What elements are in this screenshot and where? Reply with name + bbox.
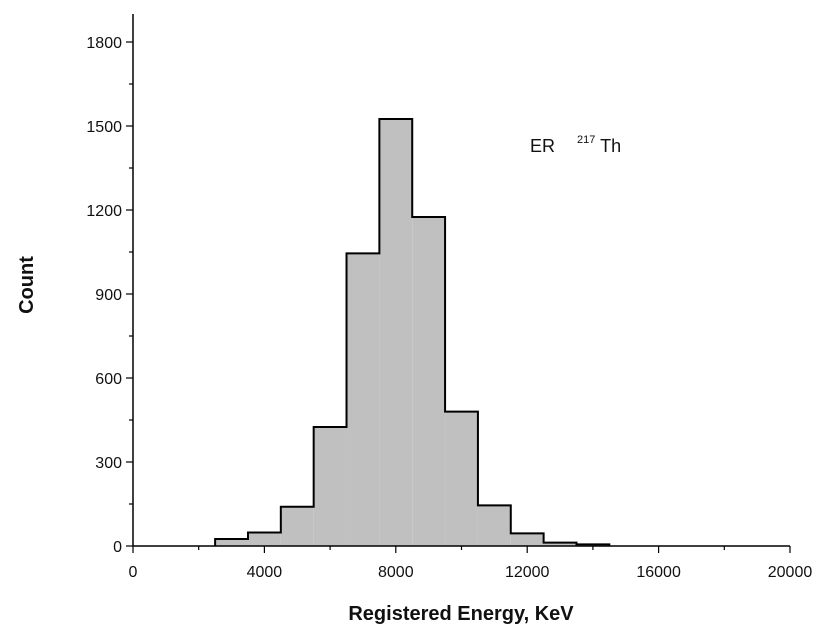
y-tick-label: 600 xyxy=(95,371,122,388)
y-axis-title: Count xyxy=(16,256,38,314)
histogram-step-outline xyxy=(214,118,611,546)
histogram-bar-5 xyxy=(379,119,413,546)
histogram-bars xyxy=(215,119,610,546)
histogram-bar-2 xyxy=(280,506,314,546)
histogram-bar-8 xyxy=(477,505,511,546)
x-tick-label: 20000 xyxy=(768,564,813,581)
y-tick-label: 0 xyxy=(113,539,122,556)
y-tick-label: 1800 xyxy=(86,35,122,52)
x-axis-ticks: 0 4000 8000 12000 16000 20000 xyxy=(129,546,813,581)
x-tick-label: 16000 xyxy=(636,564,681,581)
histogram-bar-1 xyxy=(247,532,281,546)
y-axis-ticks: 0 300 600 900 1200 1500 1800 xyxy=(86,35,133,556)
annotation-superscript: 217 xyxy=(577,134,595,146)
histogram-bar-3 xyxy=(313,427,347,546)
y-tick-label: 1500 xyxy=(86,119,122,136)
annotation-suffix: Th xyxy=(600,136,621,156)
y-tick-label: 300 xyxy=(95,455,122,472)
x-tick-label: 8000 xyxy=(378,564,414,581)
histogram-bar-0 xyxy=(215,539,248,546)
chart-annotation: ER 217 Th xyxy=(530,127,621,156)
histogram-bar-6 xyxy=(412,217,446,546)
y-tick-label: 900 xyxy=(95,287,122,304)
histogram-bar-10 xyxy=(543,542,577,546)
y-tick-label: 1200 xyxy=(86,203,122,220)
x-tick-label: 4000 xyxy=(247,564,283,581)
x-tick-label: 12000 xyxy=(505,564,550,581)
histogram-bar-7 xyxy=(445,411,478,546)
histogram-bar-9 xyxy=(510,533,544,546)
histogram-outline xyxy=(214,118,611,546)
histogram-bar-4 xyxy=(346,253,380,546)
x-axis-title: Registered Energy, KeV xyxy=(348,603,574,625)
annotation-prefix: ER xyxy=(530,136,555,156)
x-tick-label: 0 xyxy=(129,564,138,581)
